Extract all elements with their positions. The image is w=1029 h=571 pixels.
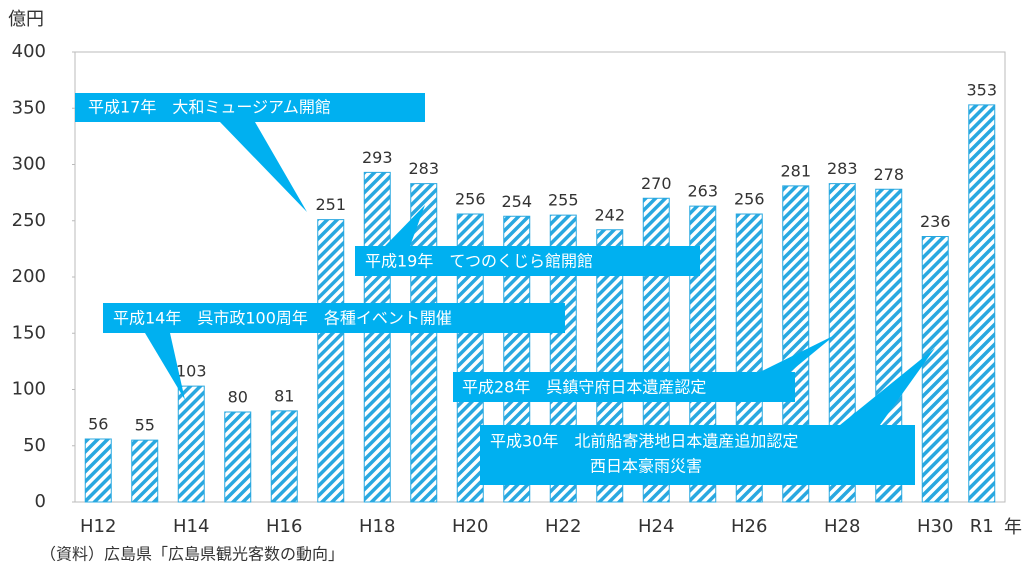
value-label: 80 xyxy=(228,388,248,407)
bar xyxy=(177,385,205,503)
value-label: 353 xyxy=(966,80,997,99)
value-label: 293 xyxy=(362,148,393,167)
value-label: 55 xyxy=(135,416,155,435)
value-label: 256 xyxy=(734,190,765,209)
callout-pointer xyxy=(385,205,425,246)
x-tick-label: H12 xyxy=(80,516,116,537)
value-label: 255 xyxy=(548,191,579,210)
value-label: 281 xyxy=(780,161,811,180)
callout-box xyxy=(355,246,700,276)
y-axis-label: 億円 xyxy=(8,9,44,30)
value-label: 270 xyxy=(641,174,672,193)
source-note: （資料）広島県「広島県観光客数の動向」 xyxy=(40,545,344,564)
value-label: 103 xyxy=(176,362,207,381)
value-label: 278 xyxy=(873,165,904,184)
y-tick-label: 0 xyxy=(35,491,46,512)
x-tick-label: H14 xyxy=(173,516,209,537)
bar xyxy=(317,219,345,503)
value-label: 283 xyxy=(408,159,439,178)
y-tick-label: 300 xyxy=(12,154,46,175)
bar xyxy=(131,439,159,503)
value-label: 81 xyxy=(274,386,294,405)
y-tick-label: 250 xyxy=(12,210,46,231)
y-tick-label: 150 xyxy=(12,322,46,343)
value-label: 256 xyxy=(455,190,486,209)
callout-box xyxy=(75,93,425,122)
x-axis-label: 年 xyxy=(1004,517,1022,538)
callout-text: 平成28年 呉鎮守府日本遺産認定 xyxy=(462,378,706,397)
callout-text: 平成30年 北前船寄港地日本遺産追加認定 xyxy=(490,432,798,451)
y-tick-label: 50 xyxy=(23,435,46,456)
value-label: 236 xyxy=(920,212,951,231)
annotations: 平成17年 大和ミュージアム開館 平成19年 てつのくじら館開館 平成14年 呉… xyxy=(75,93,935,485)
x-tick-label: H24 xyxy=(638,516,674,537)
y-tick-label: 400 xyxy=(12,41,46,62)
value-label: 242 xyxy=(594,205,625,224)
callout-pointer xyxy=(220,122,307,212)
callout-box xyxy=(103,303,565,333)
callout-pointer xyxy=(145,333,185,400)
x-tick-label: H26 xyxy=(731,516,767,537)
bar xyxy=(410,183,438,503)
callout-text: 平成14年 呉市政100周年 各種イベント開催 xyxy=(113,309,452,328)
callout-text: 平成17年 大和ミュージアム開館 xyxy=(88,98,331,117)
callout-pointer xyxy=(840,348,935,425)
callout-text: 平成19年 てつのくじら館開館 xyxy=(365,252,593,271)
value-label: 251 xyxy=(315,195,346,214)
x-tick-label: H16 xyxy=(266,516,302,537)
x-tick-label: H28 xyxy=(824,516,860,537)
bar xyxy=(921,236,949,503)
callout-pointer xyxy=(760,335,835,372)
bar xyxy=(270,410,298,503)
y-tick-label: 200 xyxy=(12,266,46,287)
bar xyxy=(84,438,112,503)
x-tick-label: R1 xyxy=(970,516,994,537)
x-tick-label: H30 xyxy=(917,516,953,537)
callout-text: 西日本豪雨災害 xyxy=(590,457,702,476)
bar xyxy=(968,104,996,503)
y-tick-label: 100 xyxy=(12,379,46,400)
value-label: 263 xyxy=(687,182,718,201)
callout-box xyxy=(453,372,795,402)
y-tick-label: 350 xyxy=(12,97,46,118)
value-label: 56 xyxy=(88,415,108,434)
callout-box xyxy=(480,425,915,485)
bar xyxy=(363,171,391,503)
x-tick-label: H22 xyxy=(545,516,581,537)
bar xyxy=(224,411,252,503)
x-tick-label: H18 xyxy=(359,516,395,537)
value-label: 283 xyxy=(827,159,858,178)
value-label: 254 xyxy=(501,192,532,211)
x-tick-label: H20 xyxy=(452,516,488,537)
